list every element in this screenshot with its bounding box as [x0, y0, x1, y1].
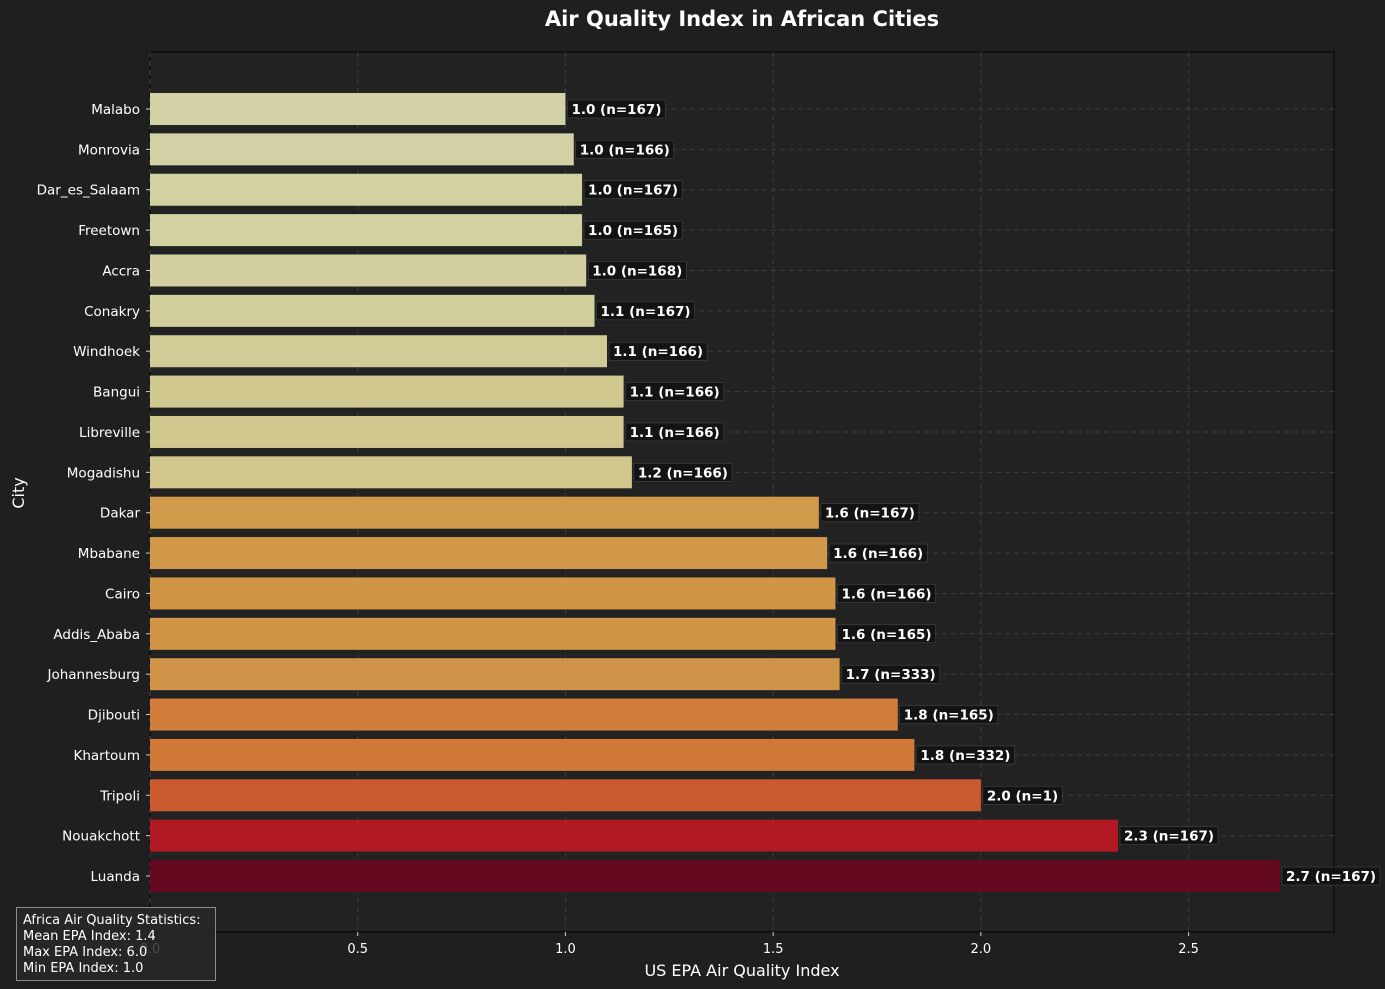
y-tick-label: Khartoum — [74, 748, 141, 764]
chart-title: Air Quality Index in African Cities — [545, 7, 939, 31]
bar-addis-ababa — [150, 617, 836, 650]
stats-mean: Mean EPA Index: 1.4 — [23, 929, 156, 944]
y-tick-label: Nouakchott — [62, 829, 140, 845]
data-label: 2.7 (n=167) — [1286, 869, 1376, 885]
bar-monrovia — [150, 133, 574, 166]
data-label-bg — [982, 786, 1063, 805]
data-label: 1.0 (n=166) — [580, 142, 670, 158]
bar-libreville — [150, 415, 624, 448]
bar-mogadishu — [150, 456, 632, 489]
y-tick-label: Windhoek — [73, 344, 140, 360]
data-label-bg — [575, 140, 675, 159]
y-tick-label: Dar_es_Salaam — [37, 183, 140, 199]
bar-accra — [150, 254, 587, 287]
x-tick-label: 0.5 — [347, 942, 368, 957]
data-label: 1.0 (n=168) — [592, 263, 682, 279]
y-tick-label: Bangui — [93, 385, 140, 401]
data-label: 1.1 (n=166) — [613, 344, 703, 360]
bar-dakar — [150, 496, 819, 529]
data-label: 1.6 (n=166) — [841, 586, 931, 602]
y-tick-label: Johannesburg — [46, 667, 140, 683]
data-label: 1.6 (n=166) — [833, 546, 923, 562]
data-label: 1.8 (n=332) — [920, 748, 1010, 764]
y-tick-label: Freetown — [78, 223, 140, 239]
bar-cairo — [150, 577, 836, 610]
y-tick-label: Mbabane — [78, 546, 140, 562]
data-label-bg — [596, 301, 695, 321]
data-label-bg — [837, 624, 936, 644]
data-label-bg — [567, 99, 666, 119]
y-tick-label: Malabo — [91, 102, 140, 118]
y-axis-label: City — [9, 477, 28, 508]
y-tick-label: Mogadishu — [67, 465, 140, 481]
data-label: 1.1 (n=166) — [630, 425, 720, 441]
data-label-bg — [1281, 866, 1381, 886]
bar-windhoek — [150, 335, 607, 368]
data-label-bg — [1119, 826, 1219, 845]
data-label: 2.3 (n=167) — [1124, 829, 1214, 845]
y-tick-label: Monrovia — [78, 142, 140, 158]
y-tick-label: Libreville — [79, 425, 140, 441]
data-label: 1.0 (n=165) — [588, 223, 678, 239]
bar-luanda — [150, 860, 1280, 893]
data-label-bg — [841, 664, 940, 684]
bar-nouakchott — [150, 819, 1118, 852]
y-tick-labels: Malabo Monrovia Dar_es_Salaam Freetown Accra… — [37, 102, 141, 885]
y-tick-label: Tripoli — [99, 788, 140, 804]
bars — [150, 93, 1280, 893]
data-label: 1.8 (n=165) — [904, 708, 994, 724]
data-label: 1.6 (n=165) — [841, 627, 931, 643]
data-label-bg — [625, 382, 724, 401]
bar-djibouti — [150, 698, 898, 731]
data-label: 2.0 (n=1) — [987, 788, 1058, 804]
data-label: 1.1 (n=166) — [630, 385, 720, 401]
bar-khartoum — [150, 738, 915, 771]
data-labels: 1.0 (n=167) 1.0 (n=166) 1.0 (n=167) 1.0 (n=… — [567, 99, 1381, 886]
data-label-bg — [583, 220, 683, 240]
x-tick-label: 1.5 — [763, 942, 784, 957]
x-axis-label: US EPA Air Quality Index — [644, 961, 839, 980]
x-tick-label: 2.5 — [1178, 942, 1199, 957]
y-tick-label: Cairo — [105, 586, 140, 602]
data-label-bg — [633, 463, 733, 482]
y-tick-label: Dakar — [100, 506, 141, 522]
bar-bangui — [150, 375, 624, 408]
x-tick-labels: 0.00.51.01.52.02.5 — [140, 942, 1199, 957]
data-label-bg — [916, 745, 1015, 765]
data-label: 1.6 (n=167) — [825, 506, 915, 522]
data-label: 1.0 (n=167) — [588, 183, 678, 199]
bar-johannesburg — [150, 658, 840, 691]
y-tick-label: Conakry — [84, 304, 140, 320]
statistics-box: Africa Air Quality Statistics: Mean EPA … — [16, 907, 216, 981]
y-tick-label: Addis_Ababa — [53, 627, 140, 643]
stats-min: Min EPA Index: 1.0 — [23, 961, 144, 976]
data-label: 1.1 (n=167) — [601, 304, 691, 320]
data-label-bg — [828, 543, 928, 563]
stats-heading: Africa Air Quality Statistics: — [23, 913, 201, 928]
bar-mbabane — [150, 537, 828, 570]
data-label-bg — [587, 261, 687, 280]
y-tick-label: Accra — [102, 263, 140, 279]
data-label: 1.7 (n=333) — [846, 667, 936, 683]
bar-tripoli — [150, 779, 981, 812]
stats-max: Max EPA Index: 6.0 — [23, 945, 148, 960]
y-tick-label: Luanda — [90, 869, 140, 885]
data-label-bg — [625, 422, 724, 442]
data-label-bg — [608, 341, 708, 361]
bar-conakry — [150, 294, 595, 327]
data-label-bg — [583, 180, 683, 199]
data-label: 1.0 (n=167) — [571, 102, 661, 118]
data-label-bg — [899, 705, 999, 724]
x-tick-label: 1.0 — [555, 942, 576, 957]
data-label-bg — [820, 503, 920, 522]
bar-malabo — [150, 93, 566, 125]
data-label-bg — [837, 584, 936, 603]
bar-freetown — [150, 214, 583, 247]
x-tick-label: 2.0 — [971, 942, 992, 957]
data-label: 1.2 (n=166) — [638, 465, 728, 481]
y-tick-label: Djibouti — [88, 708, 140, 724]
bar-dar-es-salaam — [150, 173, 583, 206]
